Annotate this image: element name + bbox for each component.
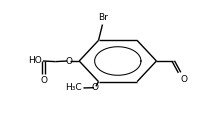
Text: HO: HO [28,56,41,65]
Text: Br: Br [98,13,108,22]
Text: O: O [91,83,98,92]
Text: O: O [181,75,188,84]
Text: O: O [66,56,73,66]
Text: H₃C: H₃C [65,83,82,92]
Text: O: O [40,76,48,85]
